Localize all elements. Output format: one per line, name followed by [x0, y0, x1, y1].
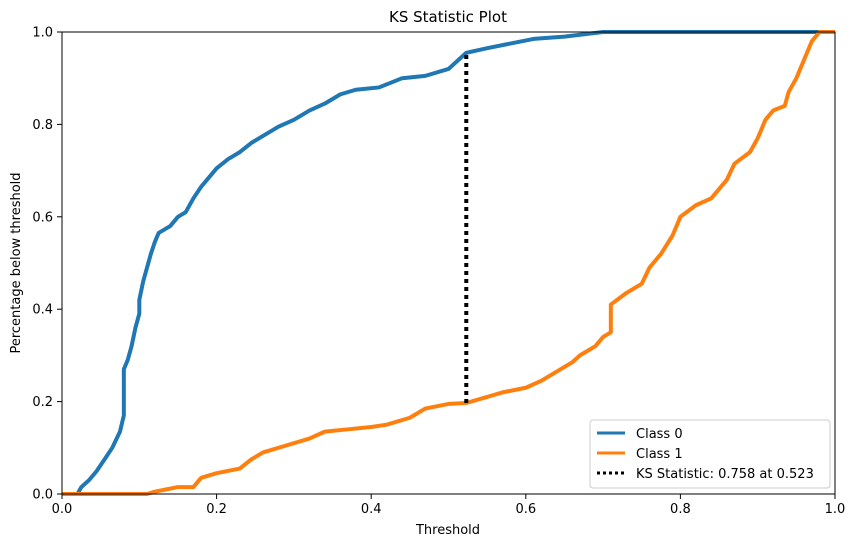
legend-box [589, 419, 831, 489]
series-line-class-0 [62, 30, 835, 496]
x-tick-label: 0.6 [515, 502, 536, 517]
legend-label-class-0: Class 0 [636, 427, 683, 442]
y-tick-label: 0.8 [32, 118, 53, 133]
x-tick-label: 1.0 [825, 502, 846, 517]
x-axis-label: Threshold [415, 523, 480, 538]
series-line-class-1 [62, 30, 835, 496]
legend-label-class-1: Class 1 [636, 447, 683, 462]
x-axis-ticks: 0.0 0.2 0.4 0.6 0.8 1.0 [52, 494, 846, 517]
x-tick-label: 0.0 [52, 502, 73, 517]
y-tick-label: 1.0 [32, 26, 53, 41]
y-tick-label: 0.6 [32, 210, 53, 225]
legend-label-ks-statistic: KS Statistic: 0.758 at 0.523 [636, 467, 814, 482]
y-axis-label: Percentage below threshold [9, 172, 24, 353]
plot-frame [61, 31, 836, 495]
series-layer [62, 30, 835, 496]
legend: Class 0 Class 1 KS Statistic: 0.758 at 0… [589, 419, 831, 489]
y-axis-ticks: 0.0 0.2 0.4 0.6 0.8 1.0 [32, 26, 62, 503]
x-tick-label: 0.8 [670, 502, 691, 517]
chart-title: KS Statistic Plot [389, 8, 507, 26]
plot-area [62, 32, 835, 494]
y-tick-label: 0.2 [32, 395, 53, 410]
x-tick-label: 0.2 [206, 502, 227, 517]
y-tick-label: 0.4 [32, 303, 53, 318]
x-tick-label: 0.4 [361, 502, 382, 517]
y-tick-label: 0.0 [32, 488, 53, 503]
